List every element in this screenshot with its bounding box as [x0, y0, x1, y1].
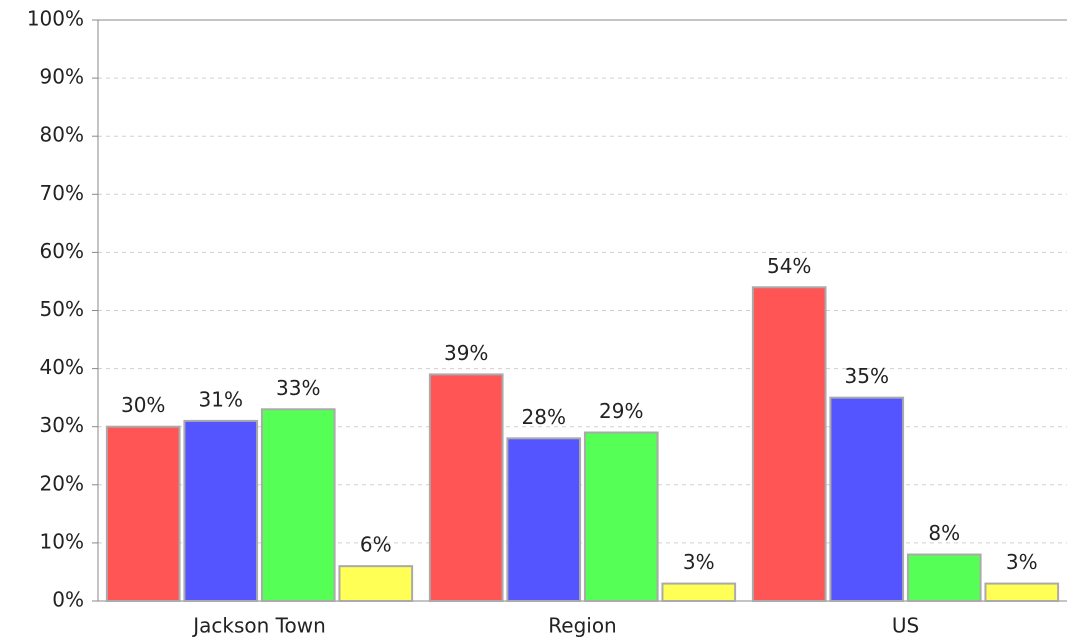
y-tick-label: 0% — [52, 588, 84, 612]
value-label: 28% — [522, 405, 566, 429]
y-tick-label: 40% — [40, 355, 84, 379]
bar — [829, 396, 905, 602]
y-tick-label: 80% — [40, 123, 84, 147]
y-tick-label: 100% — [27, 7, 84, 31]
bar — [661, 582, 737, 603]
bar — [506, 437, 582, 602]
value-label: 39% — [444, 341, 488, 365]
y-tick-label: 90% — [40, 65, 84, 89]
y-tick-label: 30% — [40, 413, 84, 437]
bar — [906, 553, 982, 603]
value-label: 30% — [121, 393, 165, 417]
y-tick-label: 10% — [40, 529, 84, 553]
y-tick-label: 50% — [40, 297, 84, 321]
x-tick-label: Region — [548, 614, 616, 638]
bar — [105, 425, 181, 603]
value-label: 31% — [199, 387, 243, 411]
value-label: 33% — [276, 376, 320, 400]
y-tick-label: 70% — [40, 181, 84, 205]
value-label: 35% — [845, 364, 889, 388]
y-tick-label: 20% — [40, 471, 84, 495]
value-label: 8% — [928, 521, 960, 545]
value-label: 3% — [683, 550, 715, 574]
bar — [260, 408, 336, 602]
x-tick-label: Jackson Town — [191, 614, 326, 638]
value-label: 3% — [1006, 550, 1038, 574]
bar — [338, 565, 414, 603]
bar — [751, 286, 827, 602]
bar — [428, 373, 504, 602]
bar — [984, 582, 1060, 603]
bar — [183, 419, 259, 603]
value-label: 6% — [360, 533, 392, 557]
value-label: 29% — [599, 399, 643, 423]
value-label: 54% — [767, 254, 811, 278]
y-tick-label: 60% — [40, 239, 84, 263]
x-tick-label: US — [892, 614, 919, 638]
bar — [583, 431, 659, 603]
